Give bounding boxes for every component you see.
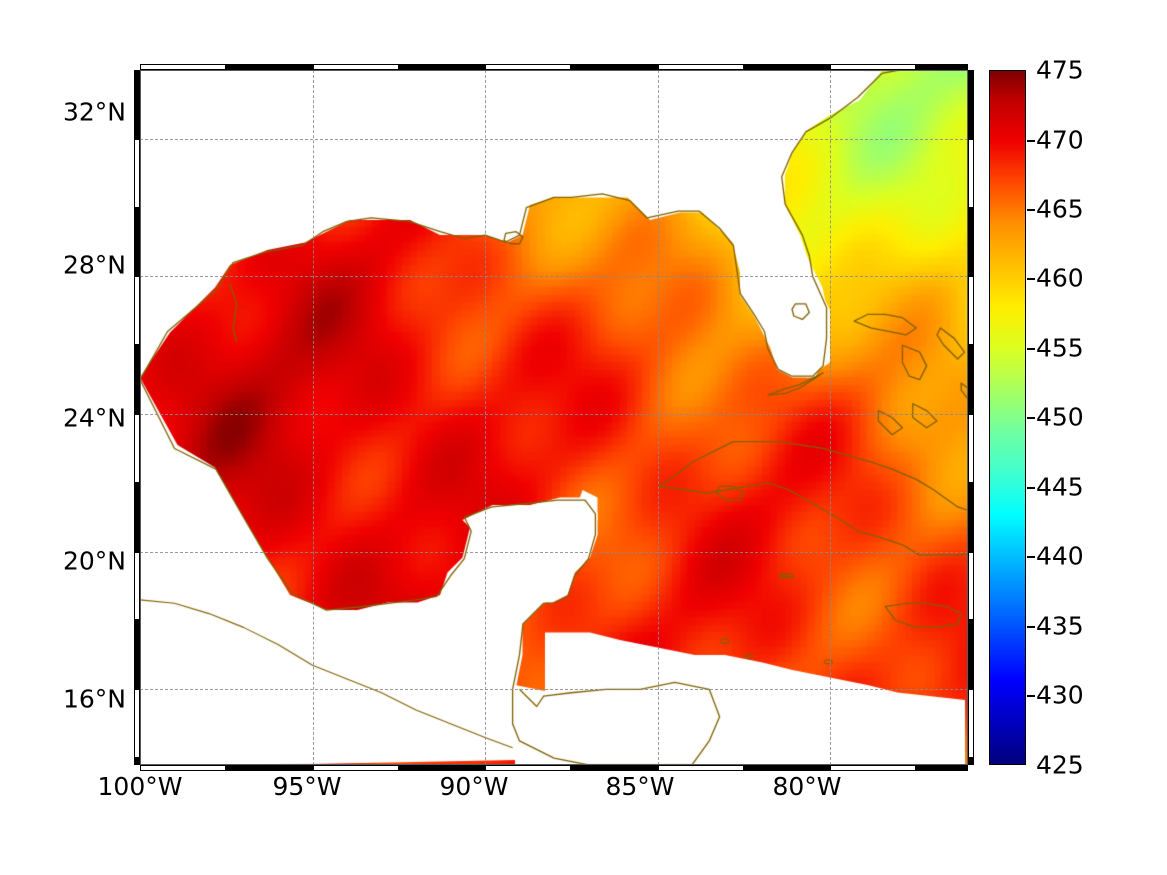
colorbar-tick-label: 455 xyxy=(1036,333,1084,363)
map-frame-segment xyxy=(140,765,227,771)
longitude-tick-label: 80°W xyxy=(772,772,842,801)
map-frame-segment xyxy=(657,765,744,771)
colorbar-tick xyxy=(1027,209,1035,211)
colorbar-tick-label: 470 xyxy=(1036,125,1084,155)
map-frame-segment xyxy=(968,551,974,621)
colorbar-tick-label: 435 xyxy=(1036,611,1084,641)
map-frame-segment xyxy=(743,765,830,771)
latitude-tick-label: 16°N xyxy=(62,684,126,714)
longitude-tick-label: 90°W xyxy=(439,772,509,801)
map-frame-segment xyxy=(485,765,572,771)
colorbar-tick xyxy=(1027,278,1035,280)
longitude-tick-label: 95°W xyxy=(272,772,342,801)
latitude-tick-label: 20°N xyxy=(62,546,126,576)
colorbar[interactable] xyxy=(989,70,1035,765)
colorbar-tick-label: 475 xyxy=(1036,55,1084,85)
colorbar-tick-label: 450 xyxy=(1036,402,1084,432)
latitude-tick-label: 24°N xyxy=(62,403,126,433)
colorbar-tick xyxy=(1027,417,1035,419)
map-frame-segment xyxy=(968,689,974,759)
map-frame-segment xyxy=(398,765,485,771)
longitude-tick-label: 100°W xyxy=(97,772,183,801)
colorbar-tick-label: 425 xyxy=(1036,750,1084,780)
colorbar-tick-label: 430 xyxy=(1036,680,1084,710)
colorbar-tick xyxy=(1027,140,1035,142)
colorbar-tick-label: 445 xyxy=(1036,472,1084,502)
map-frame-segment xyxy=(968,414,974,483)
colorbar-tick-label: 440 xyxy=(1036,541,1084,571)
colorbar-tick xyxy=(1027,695,1035,697)
map-frame-segment xyxy=(968,482,974,552)
colorbar-tick xyxy=(1027,626,1035,628)
map-frame-segment xyxy=(968,345,974,415)
map-frame-segment xyxy=(968,207,974,277)
map-frame-segment xyxy=(830,765,917,771)
colorbar-tick-label: 460 xyxy=(1036,263,1084,293)
map-frame-segment xyxy=(968,276,974,346)
colorbar-tick-label: 465 xyxy=(1036,194,1084,224)
colorbar-tick xyxy=(1027,348,1035,350)
map-frame-segment xyxy=(968,138,974,208)
colorbar-gradient xyxy=(990,71,1025,764)
latitude-tick-label: 32°N xyxy=(62,97,126,127)
map-frame-segment xyxy=(968,758,974,765)
sea-surface-field-heatmap xyxy=(140,70,968,765)
latitude-tick-label: 28°N xyxy=(62,250,126,280)
map-frame-segment xyxy=(968,70,974,139)
map-frame-segment xyxy=(968,620,974,690)
map-plot-area[interactable] xyxy=(140,70,968,765)
longitude-tick-label: 85°W xyxy=(605,772,675,801)
map-frame-segment xyxy=(571,765,658,771)
map-frame-segment xyxy=(226,765,313,771)
map-frame-segment xyxy=(916,765,968,771)
colorbar-tick xyxy=(1027,487,1035,489)
map-frame-segment xyxy=(312,765,399,771)
colorbar-tick xyxy=(1027,556,1035,558)
